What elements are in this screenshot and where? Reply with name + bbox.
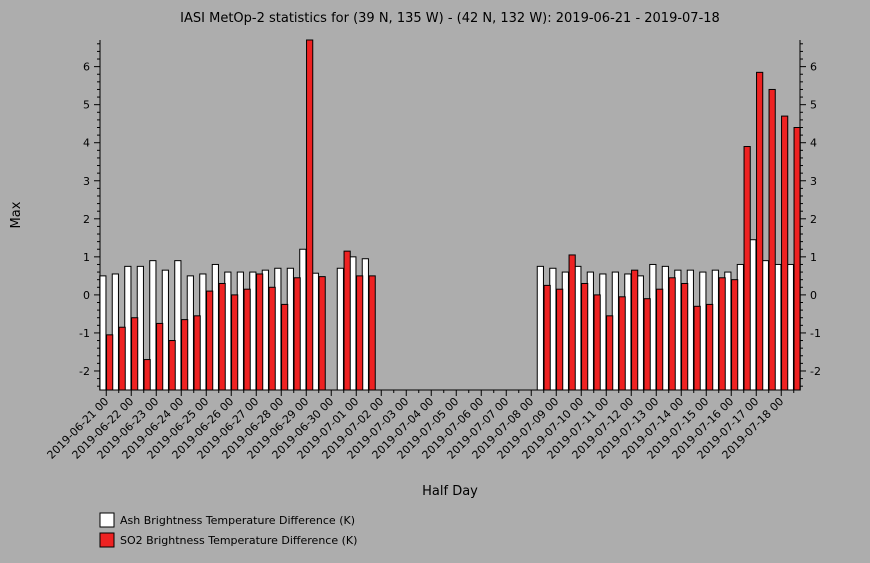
bar-so2-42 [631, 269, 639, 391]
bar-so2-8 [206, 290, 214, 391]
bar-so2-43 [643, 298, 651, 391]
bar-so2-21 [368, 275, 376, 391]
y-tick-label-left: 5 [83, 99, 90, 112]
bars-group [99, 39, 801, 391]
bar-so2-52 [756, 71, 764, 391]
legend-label-so2: SO2 Brightness Temperature Difference (K… [120, 534, 357, 547]
bar-ash-0 [99, 275, 107, 391]
y-tick-label-left: 1 [83, 251, 90, 264]
y-tick-label-left: 4 [83, 137, 90, 150]
bar-so2-37 [568, 254, 576, 391]
bar-so2-6 [181, 319, 189, 391]
bar-so2-54 [781, 115, 789, 391]
bar-so2-7 [193, 315, 201, 391]
legend-swatch-ash [99, 512, 115, 528]
y-tick-label-left: 3 [83, 175, 90, 188]
bar-so2-55 [793, 127, 801, 391]
bar-so2-11 [243, 288, 251, 391]
y-tick-label-right: 0 [810, 289, 817, 302]
y-tick-label-left: 6 [83, 61, 90, 74]
y-tick-label-right: -2 [810, 365, 821, 378]
bar-so2-46 [681, 282, 689, 391]
bar-so2-19 [343, 250, 351, 391]
bar-so2-50 [731, 279, 739, 391]
bar-so2-44 [656, 288, 664, 391]
bar-so2-17 [318, 276, 326, 391]
bar-so2-15 [293, 277, 301, 391]
y-axis-label: Max [9, 201, 24, 228]
legend-swatch-so2 [99, 532, 115, 548]
bar-so2-3 [143, 359, 151, 391]
bar-ash-35 [536, 265, 544, 391]
bar-so2-5 [168, 340, 176, 391]
bar-so2-49 [718, 277, 726, 391]
bar-so2-48 [706, 303, 714, 391]
x-axis-label: Half Day [422, 484, 478, 499]
bar-so2-38 [581, 282, 589, 391]
y-tick-label-right: 4 [810, 137, 817, 150]
bar-so2-47 [693, 305, 701, 391]
axes-group: -2 -2 -1 -1 0 0 1 1 2 2 3 3 4 4 5 5 6 6 [79, 40, 821, 391]
y-tick-label-right: 6 [810, 61, 817, 74]
bar-ash-19 [336, 267, 344, 391]
bar-so2-20 [356, 275, 364, 391]
y-tick-label-left: 0 [83, 289, 90, 302]
bar-so2-35 [543, 284, 551, 391]
bar-so2-12 [256, 273, 264, 391]
bar-so2-4 [156, 322, 164, 391]
bar-so2-13 [268, 286, 276, 391]
y-tick-label-right: 3 [810, 175, 817, 188]
legend-label-ash: Ash Brightness Temperature Difference (K… [120, 514, 355, 527]
y-tick-label-right: 1 [810, 251, 817, 264]
bar-so2-36 [556, 288, 564, 391]
bar-so2-0 [106, 334, 114, 391]
y-tick-label-left: 2 [83, 213, 90, 226]
legend: Ash Brightness Temperature Difference (K… [99, 512, 357, 548]
bar-so2-41 [618, 296, 626, 391]
bar-so2-39 [593, 294, 601, 391]
bar-so2-2 [131, 317, 139, 391]
bar-so2-40 [606, 315, 614, 391]
bar-so2-45 [668, 277, 676, 391]
bar-so2-10 [231, 294, 239, 391]
y-tick-label-left: -1 [79, 327, 90, 340]
chart-title: IASI MetOp-2 statistics for (39 N, 135 W… [180, 11, 720, 26]
bar-so2-14 [281, 303, 289, 391]
bar-so2-53 [768, 88, 776, 391]
bar-so2-1 [118, 326, 126, 391]
y-tick-label-right: 5 [810, 99, 817, 112]
y-tick-label-right: 2 [810, 213, 817, 226]
bar-so2-9 [218, 282, 226, 391]
bar-so2-16 [306, 39, 314, 391]
y-tick-label-left: -2 [79, 365, 90, 378]
y-tick-label-right: -1 [810, 327, 821, 340]
bar-so2-51 [743, 146, 751, 391]
